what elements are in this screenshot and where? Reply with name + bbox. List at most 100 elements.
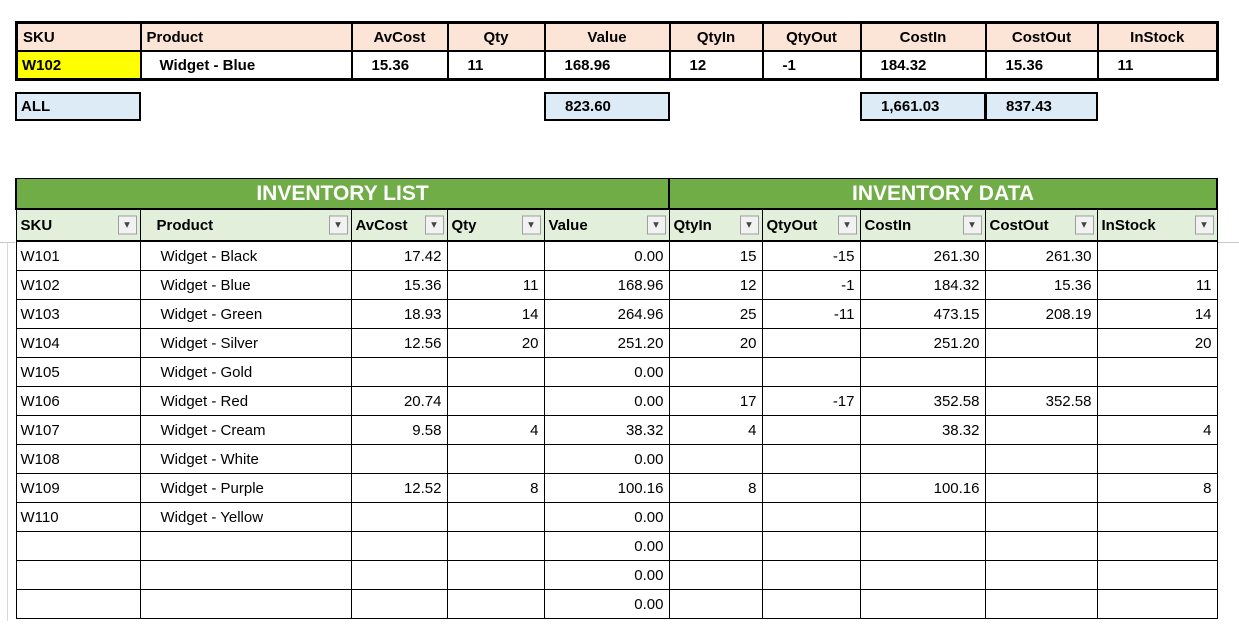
cell[interactable]: 14: [446, 299, 545, 329]
cell[interactable]: 0.00: [543, 502, 670, 532]
cell[interactable]: [761, 473, 861, 503]
cell[interactable]: [761, 415, 861, 445]
cell[interactable]: W103: [15, 299, 141, 329]
lookup-cell-qty[interactable]: 11: [446, 50, 546, 81]
cell[interactable]: 18.93: [350, 299, 448, 329]
filter-header-value[interactable]: Value ▾: [543, 208, 670, 242]
cell[interactable]: 0.00: [543, 357, 670, 387]
cell[interactable]: 352.58: [859, 386, 986, 416]
cell[interactable]: [1096, 444, 1218, 474]
inventory-data-title[interactable]: INVENTORY DATA: [668, 178, 1218, 210]
cell[interactable]: [1096, 531, 1218, 561]
cell[interactable]: 4: [446, 415, 545, 445]
lookup-cell-avcost[interactable]: 15.36: [350, 50, 449, 81]
summary-value-total[interactable]: 823.60: [544, 92, 670, 121]
cell[interactable]: -1: [761, 270, 861, 300]
cell[interactable]: [668, 444, 763, 474]
cell[interactable]: [15, 531, 141, 561]
cell[interactable]: 20: [446, 328, 545, 358]
cell[interactable]: [984, 589, 1098, 619]
cell[interactable]: W105: [15, 357, 141, 387]
cell[interactable]: [984, 473, 1098, 503]
cell[interactable]: [761, 589, 861, 619]
lookup-header-costout[interactable]: CostOut: [984, 21, 1099, 52]
cell[interactable]: [1096, 502, 1218, 532]
filter-header-avcost[interactable]: AvCost ▾: [350, 208, 448, 242]
lookup-cell-qtyout[interactable]: -1: [761, 50, 862, 81]
cell[interactable]: 100.16: [543, 473, 670, 503]
filter-dropdown-button-qty[interactable]: ▾: [521, 215, 541, 235]
cell[interactable]: [984, 415, 1098, 445]
filter-dropdown-button-instock[interactable]: ▾: [1194, 215, 1214, 235]
cell[interactable]: Widget - Purple: [139, 473, 352, 503]
lookup-cell-costin[interactable]: 184.32: [859, 50, 987, 81]
cell[interactable]: Widget - Green: [139, 299, 352, 329]
lookup-header-sku[interactable]: SKU: [15, 21, 142, 52]
cell[interactable]: [15, 560, 141, 590]
filter-header-qtyout[interactable]: QtyOut ▾: [761, 208, 861, 242]
filter-header-qty[interactable]: Qty ▾: [446, 208, 545, 242]
cell[interactable]: 0.00: [543, 240, 670, 271]
cell[interactable]: Widget - Yellow: [139, 502, 352, 532]
filter-header-costin[interactable]: CostIn ▾: [859, 208, 986, 242]
cell[interactable]: 17.42: [350, 240, 448, 271]
cell[interactable]: [761, 328, 861, 358]
cell[interactable]: 38.32: [859, 415, 986, 445]
cell[interactable]: [984, 328, 1098, 358]
cell[interactable]: 9.58: [350, 415, 448, 445]
cell[interactable]: [1096, 560, 1218, 590]
cell[interactable]: 0.00: [543, 560, 670, 590]
cell[interactable]: 0.00: [543, 589, 670, 619]
cell[interactable]: [446, 531, 545, 561]
cell[interactable]: [984, 357, 1098, 387]
cell[interactable]: [761, 444, 861, 474]
cell[interactable]: 473.15: [859, 299, 986, 329]
lookup-cell-product[interactable]: Widget - Blue: [139, 50, 353, 81]
cell[interactable]: [350, 357, 448, 387]
filter-header-product[interactable]: Product ▾: [139, 208, 352, 242]
filter-header-sku[interactable]: SKU ▾: [15, 208, 141, 242]
cell[interactable]: 261.30: [984, 240, 1098, 271]
cell[interactable]: [350, 444, 448, 474]
cell[interactable]: 12: [668, 270, 763, 300]
cell[interactable]: 11: [1096, 270, 1218, 300]
filter-dropdown-button-costout[interactable]: ▾: [1074, 215, 1094, 235]
cell[interactable]: W106: [15, 386, 141, 416]
cell[interactable]: [446, 560, 545, 590]
cell[interactable]: [350, 560, 448, 590]
lookup-header-avcost[interactable]: AvCost: [350, 21, 449, 52]
lookup-cell-value[interactable]: 168.96: [543, 50, 671, 81]
cell[interactable]: 264.96: [543, 299, 670, 329]
filter-dropdown-button-avcost[interactable]: ▾: [424, 215, 444, 235]
cell[interactable]: 0.00: [543, 531, 670, 561]
cell[interactable]: [668, 531, 763, 561]
cell[interactable]: [1096, 357, 1218, 387]
cell[interactable]: 168.96: [543, 270, 670, 300]
cell[interactable]: [668, 560, 763, 590]
cell[interactable]: 15.36: [984, 270, 1098, 300]
cell[interactable]: W109: [15, 473, 141, 503]
lookup-header-qtyout[interactable]: QtyOut: [761, 21, 862, 52]
cell[interactable]: [15, 589, 141, 619]
cell[interactable]: 12.56: [350, 328, 448, 358]
cell[interactable]: 4: [1096, 415, 1218, 445]
cell[interactable]: [859, 444, 986, 474]
filter-dropdown-button-sku[interactable]: ▾: [117, 215, 137, 235]
cell[interactable]: [446, 589, 545, 619]
cell[interactable]: [668, 502, 763, 532]
cell[interactable]: 11: [446, 270, 545, 300]
cell[interactable]: [446, 386, 545, 416]
lookup-header-instock[interactable]: InStock: [1096, 21, 1219, 52]
cell[interactable]: W108: [15, 444, 141, 474]
cell[interactable]: [1096, 386, 1218, 416]
lookup-header-costin[interactable]: CostIn: [859, 21, 987, 52]
cell[interactable]: 17: [668, 386, 763, 416]
cell[interactable]: 8: [1096, 473, 1218, 503]
cell[interactable]: 184.32: [859, 270, 986, 300]
lookup-header-value[interactable]: Value: [543, 21, 671, 52]
cell[interactable]: [668, 357, 763, 387]
cell[interactable]: 25: [668, 299, 763, 329]
filter-dropdown-button-value[interactable]: ▾: [646, 215, 666, 235]
cell[interactable]: [446, 357, 545, 387]
cell[interactable]: [984, 444, 1098, 474]
